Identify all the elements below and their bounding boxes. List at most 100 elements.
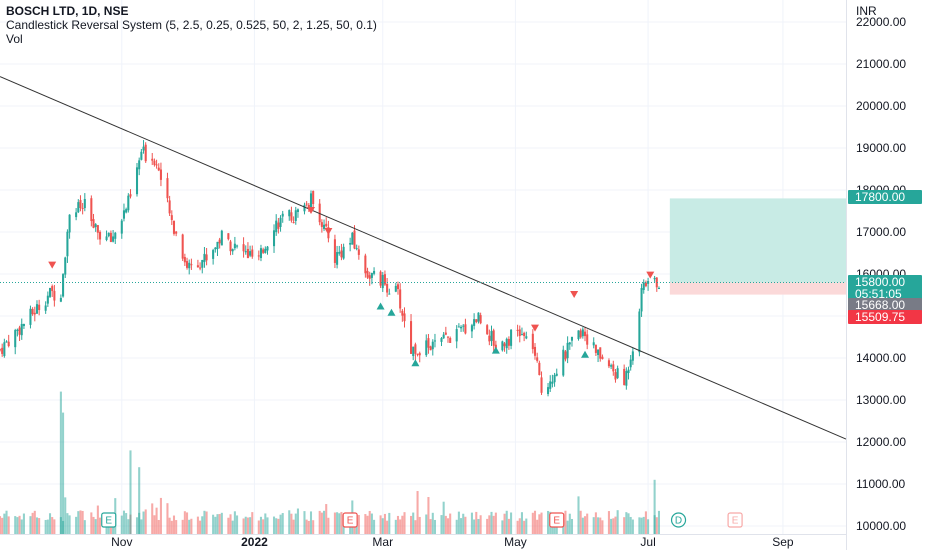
date-axis[interactable]: Nov 2022 Mar May Jul Sep bbox=[0, 534, 846, 550]
volume-bar bbox=[616, 510, 619, 534]
earnings-event-icon[interactable]: E bbox=[342, 512, 358, 528]
volume-bar bbox=[5, 510, 8, 534]
trend-line-segment[interactable] bbox=[0, 76, 847, 440]
volume-bar bbox=[309, 511, 313, 534]
candle-body bbox=[277, 222, 280, 229]
bullish-reversal-marker bbox=[387, 308, 396, 316]
volume-bar bbox=[53, 519, 56, 534]
earnings-event-icon[interactable]: E bbox=[549, 512, 565, 528]
date-tick-label: Jul bbox=[640, 535, 655, 549]
stop-zone[interactable] bbox=[669, 282, 846, 295]
candle-body bbox=[181, 234, 184, 259]
candle-body bbox=[59, 297, 62, 302]
volume-bar bbox=[151, 503, 154, 534]
volume-bar bbox=[155, 507, 158, 534]
candle-body bbox=[351, 232, 354, 245]
candle-body bbox=[538, 362, 541, 375]
volume-spike-bar bbox=[129, 450, 132, 534]
volume-bar bbox=[473, 519, 476, 534]
candle-body bbox=[127, 195, 130, 211]
volume-bar bbox=[333, 512, 336, 534]
event-letter: E bbox=[347, 516, 354, 527]
candle-body bbox=[38, 304, 41, 311]
candle-body bbox=[455, 329, 458, 342]
candle-body bbox=[540, 377, 543, 393]
candle-body bbox=[216, 241, 219, 249]
earnings-box bbox=[342, 512, 358, 528]
volume-bar bbox=[455, 519, 458, 534]
volume-bar bbox=[288, 510, 291, 534]
volume-bar bbox=[199, 520, 202, 534]
candle-body bbox=[138, 160, 141, 170]
volume-bar bbox=[196, 516, 199, 534]
candle-body bbox=[486, 325, 489, 335]
grid bbox=[0, 0, 846, 534]
event-letter: E bbox=[105, 516, 112, 527]
volume-bar bbox=[92, 516, 95, 534]
candle-body bbox=[457, 326, 460, 328]
candle-body bbox=[33, 312, 36, 315]
volume-bar bbox=[203, 510, 206, 534]
volume-bar bbox=[379, 515, 382, 534]
volume-bar bbox=[642, 516, 645, 534]
current-price-tag-text: 15800.00 bbox=[855, 275, 905, 289]
candle-body bbox=[470, 325, 473, 332]
volume-bar bbox=[227, 517, 230, 534]
volume-bar bbox=[236, 515, 239, 534]
bullish-reversal-marker bbox=[491, 346, 500, 354]
symbol-title[interactable]: BOSCH LTD, 1D, NSE bbox=[6, 4, 129, 18]
volume-bar bbox=[462, 513, 465, 534]
volume-bar bbox=[175, 520, 178, 534]
candle-body bbox=[0, 349, 2, 351]
volume-bar bbox=[533, 510, 537, 534]
volume-label[interactable]: Vol bbox=[6, 32, 23, 46]
candle-body bbox=[157, 167, 160, 171]
candle-body bbox=[231, 249, 234, 252]
price-tick-label: 17000.00 bbox=[856, 225, 906, 239]
candle-body bbox=[533, 346, 537, 356]
volume-bar bbox=[381, 518, 384, 534]
candle-body bbox=[129, 194, 132, 197]
volume-bar bbox=[583, 516, 587, 534]
candle-body bbox=[318, 203, 321, 223]
volume-bar bbox=[186, 512, 189, 534]
target-price-tag bbox=[848, 190, 922, 204]
candle-body bbox=[296, 209, 299, 212]
volume-bar bbox=[46, 519, 49, 534]
volume-bar bbox=[566, 520, 569, 534]
candle-body bbox=[64, 257, 67, 275]
earnings-box bbox=[549, 512, 565, 528]
volume-bar bbox=[568, 513, 571, 534]
volume-bar bbox=[386, 520, 389, 534]
volume-bar bbox=[592, 517, 595, 534]
volume-bar bbox=[277, 518, 280, 534]
volume-bar bbox=[1, 517, 4, 534]
volume-bar bbox=[31, 512, 34, 534]
candle-body bbox=[340, 250, 343, 258]
candle-body bbox=[90, 198, 93, 222]
target-price-tag-text: 17800.00 bbox=[855, 190, 905, 204]
candle-body bbox=[242, 244, 245, 252]
target-zone[interactable] bbox=[669, 198, 846, 283]
candle-body bbox=[503, 343, 506, 347]
date-tick-label: Mar bbox=[372, 535, 393, 549]
volume-bar bbox=[205, 511, 208, 534]
candle-body bbox=[642, 282, 645, 290]
candle-body bbox=[153, 160, 156, 165]
candle-body bbox=[586, 334, 589, 345]
indicator-label[interactable]: Candlestick Reversal System (5, 2.5, 0.2… bbox=[6, 18, 377, 32]
earnings-event-icon[interactable]: E bbox=[727, 512, 743, 528]
volume-bar bbox=[266, 517, 269, 534]
price-tick-label: 19000.00 bbox=[856, 141, 906, 155]
earnings-event-icon[interactable]: E bbox=[101, 512, 117, 528]
candle-body bbox=[399, 289, 402, 309]
candle-body bbox=[501, 341, 504, 351]
candle-body bbox=[262, 249, 265, 253]
candle-body bbox=[172, 220, 176, 234]
bearish-reversal-marker bbox=[306, 207, 315, 214]
dividend-event-icon[interactable]: D bbox=[670, 512, 687, 528]
volume-bar bbox=[64, 497, 67, 534]
volume-bar bbox=[594, 512, 597, 534]
volume-bar bbox=[427, 497, 430, 534]
